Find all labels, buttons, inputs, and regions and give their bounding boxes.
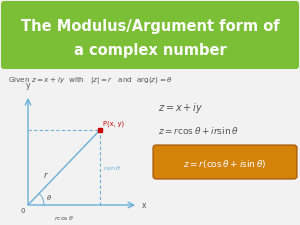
Text: Given $z = x + iy$  with   $|z| = r$   and  $\arg(z) = \theta$: Given $z = x + iy$ with $|z| = r$ and $\… (8, 74, 173, 86)
Text: x: x (142, 200, 146, 209)
Text: $z = x + iy$: $z = x + iy$ (158, 101, 203, 115)
Text: The Modulus/Argument form of: The Modulus/Argument form of (21, 18, 279, 34)
Text: $\theta$: $\theta$ (46, 193, 52, 202)
Text: P(x, y): P(x, y) (103, 121, 124, 127)
Text: $z = r\cos\theta + ir\sin\theta$: $z = r\cos\theta + ir\sin\theta$ (158, 124, 238, 135)
Text: y: y (26, 81, 30, 90)
FancyBboxPatch shape (153, 145, 297, 179)
Text: $r\sin\theta$: $r\sin\theta$ (103, 164, 121, 171)
Text: $r\cos\theta$: $r\cos\theta$ (54, 214, 74, 222)
FancyBboxPatch shape (1, 1, 299, 69)
Text: $r$: $r$ (44, 171, 49, 180)
Text: 0: 0 (21, 208, 25, 214)
Text: $z = r(\cos\theta + i\sin\theta)$: $z = r(\cos\theta + i\sin\theta)$ (183, 158, 267, 170)
Text: a complex number: a complex number (74, 43, 226, 58)
